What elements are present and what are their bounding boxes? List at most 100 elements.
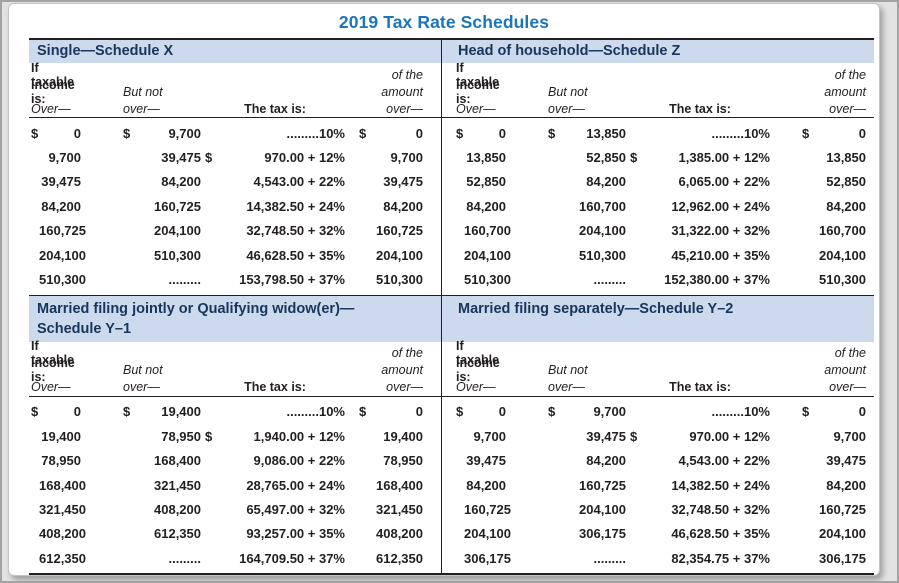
dollar-sign: [802, 551, 810, 566]
dollar-sign: [630, 551, 638, 566]
cell-tax: .........10%: [205, 404, 345, 419]
cell-amount-over: 612,350: [359, 551, 423, 566]
cell-value: 9,086.00 + 22%: [253, 453, 345, 469]
dollar-sign: [123, 551, 131, 566]
cell-value: 160,725: [154, 198, 201, 214]
cell-value: 78,950: [161, 428, 201, 444]
page-title: 2019 Tax Rate Schedules: [338, 12, 550, 32]
dollar-sign: [359, 248, 367, 263]
cell-value: 4,543.00 + 22%: [678, 453, 770, 469]
schedule-title-band: Single—Schedule X: [29, 40, 441, 63]
column-headers: If taxable of the income is: But not amo…: [29, 61, 441, 118]
cell-over: 321,450: [31, 502, 86, 517]
cell-value: 306,175: [819, 550, 866, 566]
dollar-sign: [456, 478, 464, 493]
dollar-sign: [359, 272, 367, 287]
dollar-sign: [123, 478, 131, 493]
dollar-sign: [802, 526, 810, 541]
col-header-of-the: of the: [391, 346, 423, 361]
cell-value: 13,850: [586, 125, 626, 141]
dollar-sign: [630, 404, 638, 419]
table-row: 9,700 39,475 $970.00 + 12% 9,700: [442, 424, 874, 448]
cell-tax: 31,322.00 + 32%: [630, 223, 770, 238]
cell-amount-over: 19,400: [359, 429, 423, 444]
dollar-sign: [31, 150, 39, 165]
cell-value: 510,300: [464, 272, 511, 288]
cell-amount-over: 13,850: [802, 150, 866, 165]
table-row: 52,850 84,200 6,065.00 + 22% 52,850: [442, 170, 874, 194]
cell-over: 78,950: [31, 453, 81, 468]
cell-but-not-over: 168,400: [123, 453, 201, 468]
cell-value: 612,350: [39, 550, 86, 566]
col-header-over-mid: over—: [123, 380, 160, 395]
cell-value: 13,850: [826, 150, 866, 166]
cell-tax: 65,497.00 + 32%: [205, 502, 345, 517]
cell-value: 160,725: [39, 223, 86, 239]
schedule-title-line2: Schedule Y–1: [37, 320, 132, 337]
cell-value: 0: [415, 125, 423, 141]
cell-value: 510,300: [39, 272, 86, 288]
cell-value: 408,200: [376, 526, 423, 542]
cell-amount-over: 9,700: [359, 150, 423, 165]
col-header-over-mid: over—: [548, 380, 585, 395]
dollar-sign: [205, 502, 213, 517]
cell-but-not-over: 160,725: [123, 199, 201, 214]
cell-tax: 12,962.00 + 24%: [630, 199, 770, 214]
col-header-but-not: But not: [548, 363, 588, 378]
cell-value: 1,940.00 + 12%: [253, 428, 345, 444]
cell-value: .........: [168, 550, 201, 566]
cell-value: 32,748.50 + 32%: [246, 223, 345, 239]
dollar-sign: $: [123, 125, 131, 141]
cell-amount-over: 204,100: [802, 526, 866, 541]
cell-value: 152,380.00 + 37%: [664, 272, 770, 288]
cell-tax: 46,628.50 + 35%: [205, 248, 345, 263]
cell-over: 39,475: [31, 174, 81, 189]
dollar-sign: [630, 453, 638, 468]
col-header-income-is: income is:: [31, 77, 75, 106]
table-row: 13,850 52,850 $1,385.00 + 12% 13,850: [442, 145, 874, 169]
cell-value: 510,300: [579, 247, 626, 263]
cell-value: 160,725: [464, 501, 511, 517]
schedule-title: Head of household—Schedule Z: [458, 43, 681, 59]
col-header-but-not: But not: [123, 363, 163, 378]
col-header-amount: amount: [381, 84, 423, 99]
dollar-sign: $: [205, 150, 213, 166]
cell-but-not-over: 204,100: [548, 223, 626, 238]
col-header-if-taxable: If taxable: [456, 339, 500, 368]
dollar-sign: [630, 174, 638, 189]
cell-over: 168,400: [31, 478, 86, 493]
dollar-sign: [123, 526, 131, 541]
cell-value: 204,100: [579, 501, 626, 517]
cell-value: 970.00 + 12%: [264, 150, 345, 166]
cell-tax: 153,798.50 + 37%: [205, 272, 345, 287]
dollar-sign: $: [456, 404, 464, 420]
cell-value: 160,700: [464, 223, 511, 239]
cell-value: 6,065.00 + 22%: [678, 174, 770, 190]
cell-but-not-over: 52,850: [548, 150, 626, 165]
dollar-sign: [548, 223, 556, 238]
dollar-sign: [31, 502, 39, 517]
cell-value: 510,300: [819, 272, 866, 288]
dollar-sign: [548, 174, 556, 189]
cell-value: 45,210.00 + 35%: [671, 247, 770, 263]
cell-value: 160,725: [819, 501, 866, 517]
dollar-sign: [205, 272, 213, 287]
dollar-sign: [359, 223, 367, 238]
dollar-sign: [205, 453, 213, 468]
table-row: 84,200 160,700 12,962.00 + 24% 84,200: [442, 194, 874, 218]
cell-value: 39,475: [826, 453, 866, 469]
cell-value: 78,950: [41, 453, 81, 469]
table-row: $0 $13,850 .........10% $0: [442, 121, 874, 145]
cell-value: 204,100: [819, 526, 866, 542]
dollar-sign: [31, 223, 39, 238]
cell-tax: 32,748.50 + 32%: [205, 223, 345, 238]
dollar-sign: [456, 429, 464, 444]
cell-amount-over: 160,725: [802, 502, 866, 517]
cell-value: 408,200: [39, 526, 86, 542]
schedule-title-band: Married filing separately—Schedule Y–2: [442, 295, 874, 342]
cell-value: 204,100: [464, 526, 511, 542]
dollar-sign: [205, 199, 213, 214]
dollar-sign: [31, 551, 39, 566]
table-row: 408,200 612,350 93,257.00 + 35% 408,200: [29, 522, 441, 546]
table-row: 306,175......... 82,354.75 + 37% 306,175: [442, 546, 874, 570]
